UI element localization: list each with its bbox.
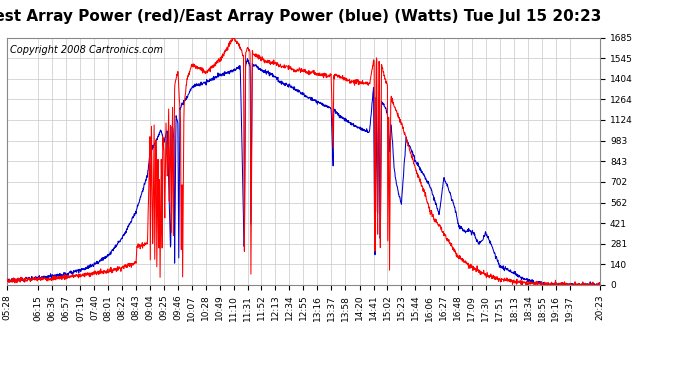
Text: West Array Power (red)/East Array Power (blue) (Watts) Tue Jul 15 20:23: West Array Power (red)/East Array Power … (0, 9, 602, 24)
Text: Copyright 2008 Cartronics.com: Copyright 2008 Cartronics.com (10, 45, 163, 55)
